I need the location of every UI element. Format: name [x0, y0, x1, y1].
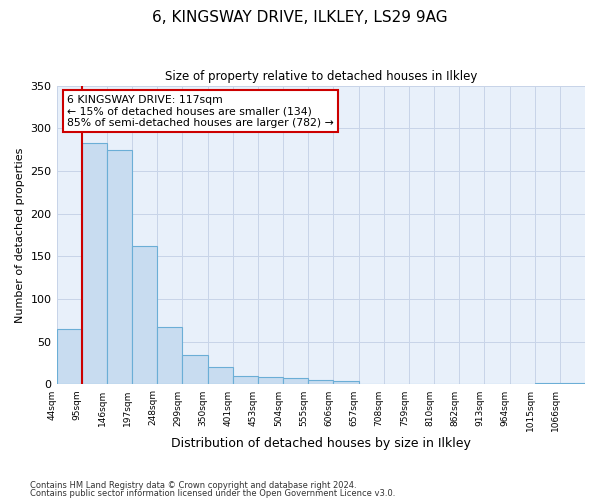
Title: Size of property relative to detached houses in Ilkley: Size of property relative to detached ho…	[164, 70, 477, 83]
Bar	[283, 378, 308, 384]
Bar	[82, 143, 107, 384]
Text: Contains HM Land Registry data © Crown copyright and database right 2024.: Contains HM Land Registry data © Crown c…	[30, 481, 356, 490]
Bar	[182, 354, 208, 384]
Bar	[258, 377, 283, 384]
Text: 6, KINGSWAY DRIVE, ILKLEY, LS29 9AG: 6, KINGSWAY DRIVE, ILKLEY, LS29 9AG	[152, 10, 448, 25]
Text: Contains public sector information licensed under the Open Government Licence v3: Contains public sector information licen…	[30, 488, 395, 498]
Bar	[107, 150, 132, 384]
Bar	[132, 246, 157, 384]
Bar	[334, 381, 359, 384]
X-axis label: Distribution of detached houses by size in Ilkley: Distribution of detached houses by size …	[171, 437, 471, 450]
Bar	[308, 380, 334, 384]
Bar	[208, 368, 233, 384]
Bar	[233, 376, 258, 384]
Bar	[535, 383, 560, 384]
Text: 6 KINGSWAY DRIVE: 117sqm
← 15% of detached houses are smaller (134)
85% of semi-: 6 KINGSWAY DRIVE: 117sqm ← 15% of detach…	[67, 94, 334, 128]
Bar	[560, 383, 585, 384]
Bar	[157, 327, 182, 384]
Bar	[56, 329, 82, 384]
Y-axis label: Number of detached properties: Number of detached properties	[15, 148, 25, 322]
